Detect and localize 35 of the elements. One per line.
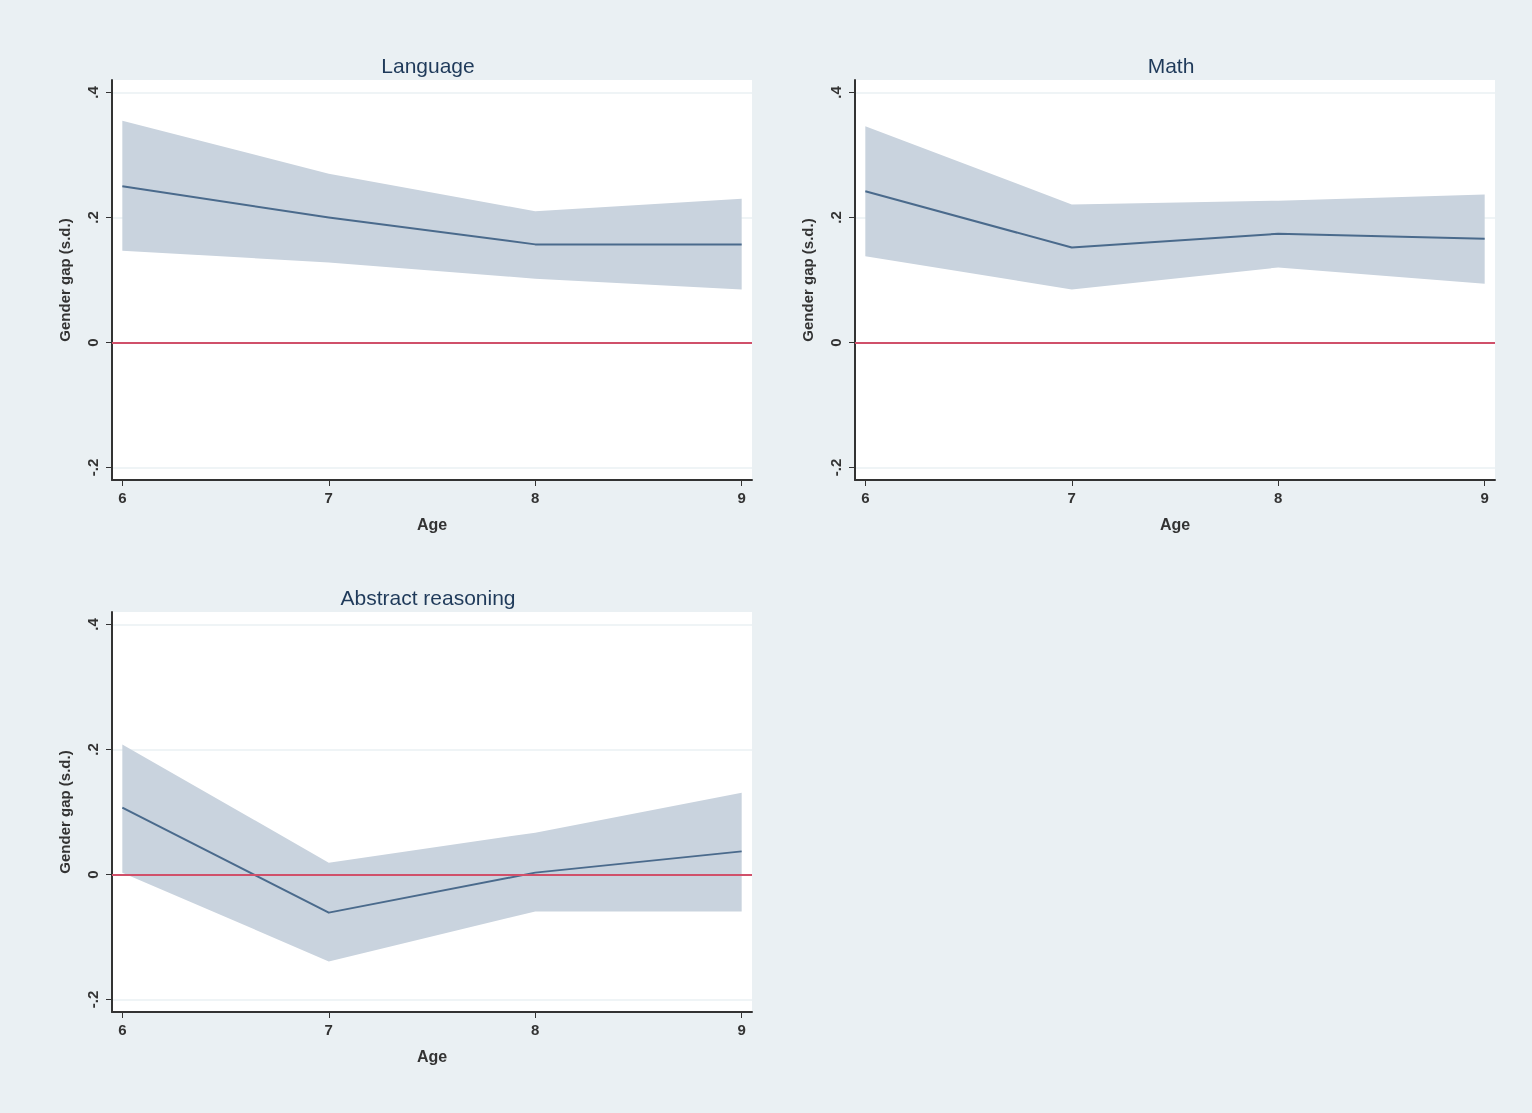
y-axis-title: Gender gap (s.d.) <box>56 750 73 874</box>
y-axis-title: Gender gap (s.d.) <box>799 218 816 342</box>
y-tick-label: 0 <box>84 338 101 347</box>
x-tick-label: 9 <box>1480 489 1489 506</box>
line-series <box>864 190 1486 249</box>
chart-title: Math <box>1147 54 1195 77</box>
chart-title: Language <box>381 54 475 77</box>
y-tick-label: .2 <box>84 743 101 756</box>
y-tick-label: 0 <box>827 338 844 347</box>
y-tick-label: .2 <box>827 211 844 224</box>
x-axis-title: Age <box>416 1047 448 1065</box>
x-tick-label: 8 <box>531 1021 540 1038</box>
chart-title: Abstract reasoning <box>340 586 516 609</box>
x-tick-label: 9 <box>737 1021 746 1038</box>
x-tick-label: 6 <box>118 1021 127 1038</box>
x-tick-label: 7 <box>1067 489 1076 506</box>
x-axis-title: Age <box>1159 515 1191 533</box>
y-tick-label: 0 <box>84 870 101 879</box>
y-tick-label: -.2 <box>84 990 101 1009</box>
line-series <box>121 806 743 914</box>
y-tick-label: .4 <box>84 617 101 631</box>
x-tick-label: 7 <box>324 489 333 506</box>
y-tick-label: -.2 <box>827 458 844 477</box>
x-tick-label: 9 <box>737 489 746 506</box>
x-tick-label: 8 <box>531 489 540 506</box>
x-tick-label: 8 <box>1274 489 1283 506</box>
y-tick-label: .4 <box>827 85 844 99</box>
x-tick-label: 6 <box>861 489 870 506</box>
y-axis-title: Gender gap (s.d.) <box>56 218 73 342</box>
y-tick-label: .2 <box>84 211 101 224</box>
x-tick-label: 6 <box>118 489 127 506</box>
x-axis-title: Age <box>416 515 448 533</box>
y-tick-label: -.2 <box>84 458 101 477</box>
y-tick-label: .4 <box>84 85 101 99</box>
x-tick-label: 7 <box>324 1021 333 1038</box>
